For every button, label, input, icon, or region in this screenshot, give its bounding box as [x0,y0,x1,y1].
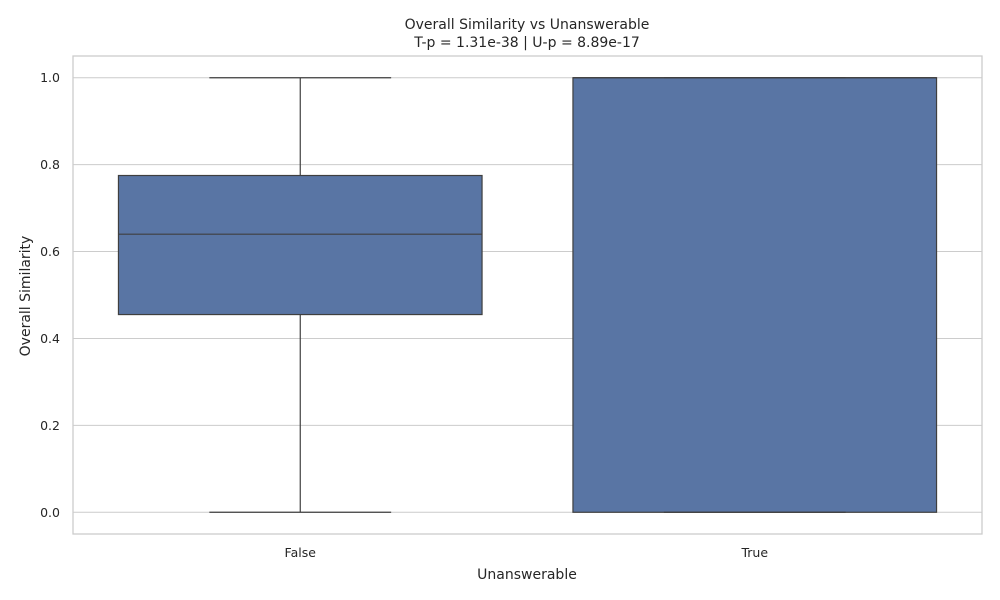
y-tick-label: 0.8 [40,157,60,172]
y-tick-label: 1.0 [40,70,60,85]
chart-title: Overall Similarity vs Unanswerable [405,17,650,33]
box-body [117,174,483,316]
y-tick-label: 0.0 [40,505,60,520]
x-tick-label: False [285,545,317,560]
box-body [572,77,938,513]
y-tick-label: 0.6 [40,244,60,259]
x-axis-label: Unanswerable [477,567,577,583]
y-tick-label: 0.4 [40,331,60,346]
plot-frame [72,55,983,535]
chart-subtitle: T-p = 1.31e-38 | U-p = 8.89e-17 [413,35,640,51]
axis-ticks: 0.0 0.2 0.4 0.6 0.8 1.0 False True [40,70,768,560]
x-tick-label: True [740,545,768,560]
y-tick-label: 0.2 [40,418,60,433]
box-plots [117,77,938,513]
y-axis-label: Overall Similarity [18,236,34,357]
